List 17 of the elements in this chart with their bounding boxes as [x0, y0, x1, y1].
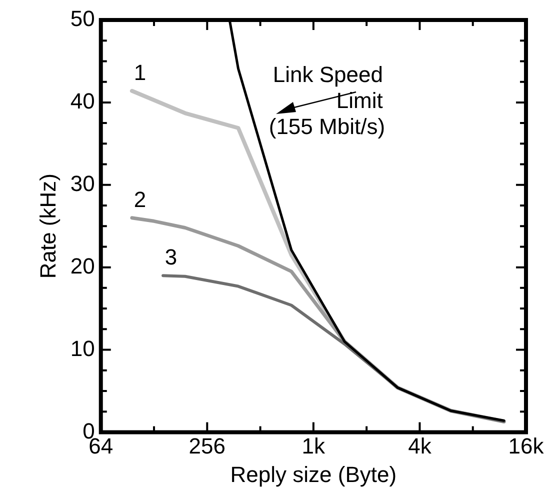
- y-tick-label: 10: [70, 336, 95, 361]
- series-label: 3: [164, 244, 178, 270]
- x-tick-label: 16k: [508, 433, 545, 458]
- y-tick-label: 50: [70, 6, 95, 32]
- x-tick-label: 4k: [408, 433, 432, 458]
- series-label: 2: [134, 186, 146, 212]
- annotation: Limit: [336, 88, 383, 113]
- y-tick-label: 40: [70, 88, 95, 114]
- annotation: (155 Mbit/s): [268, 114, 386, 139]
- series-label: 1: [134, 60, 146, 85]
- y-tick-label: 30: [70, 170, 95, 196]
- y-axis-title: Rate (kHz): [35, 174, 60, 279]
- x-axis-title: Reply size (Byte): [230, 462, 397, 487]
- y-tick-label: 20: [70, 253, 95, 278]
- annotation: Link Speed: [272, 62, 383, 87]
- x-tick-label: 1k: [302, 433, 326, 458]
- x-tick-label: 256: [188, 433, 226, 458]
